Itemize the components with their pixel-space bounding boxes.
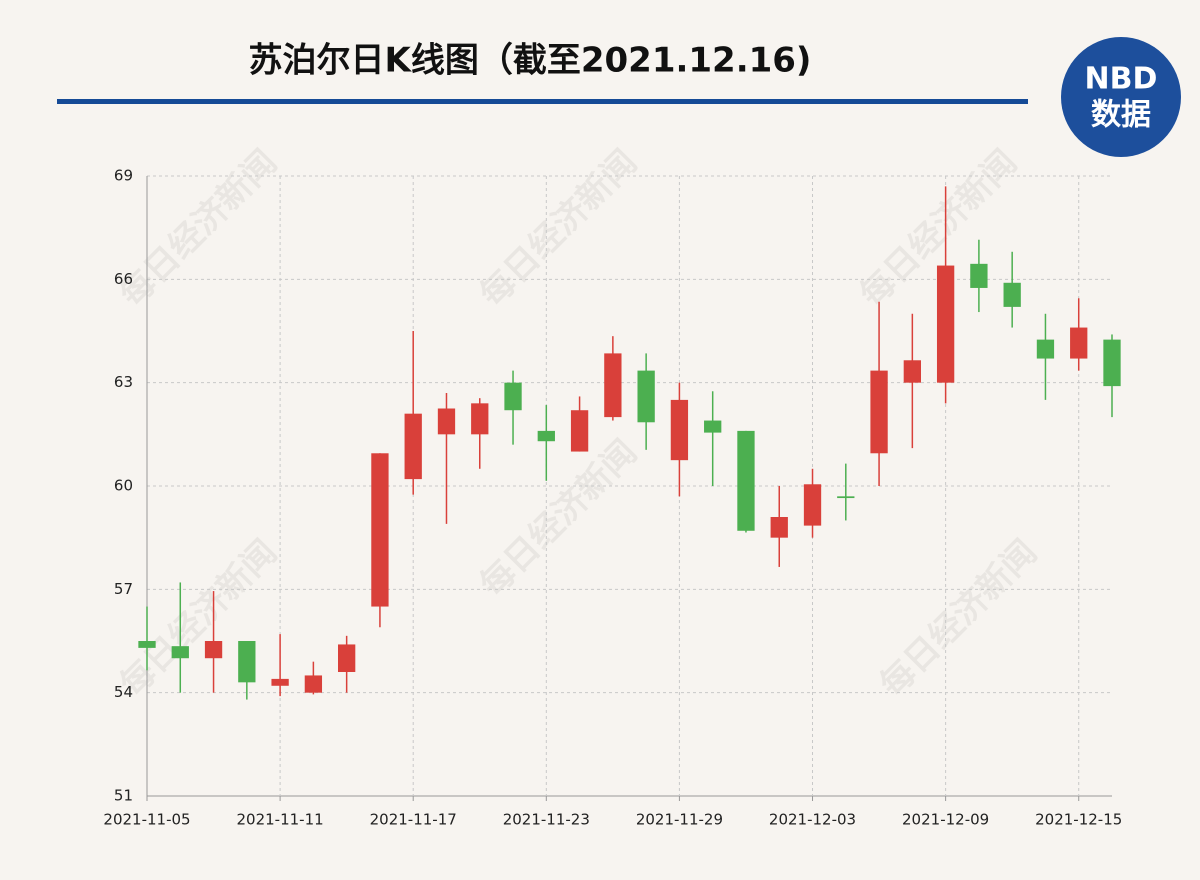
candle-body xyxy=(604,353,622,418)
candle-body xyxy=(271,678,289,686)
x-tick-label: 2021-11-23 xyxy=(503,811,590,829)
candle-body xyxy=(737,430,755,531)
x-tick-label: 2021-11-17 xyxy=(370,811,457,829)
candle-body xyxy=(171,646,189,659)
candle-body xyxy=(903,360,921,383)
candle-body xyxy=(570,410,589,452)
candle-body xyxy=(870,370,888,454)
x-tick-label: 2021-11-29 xyxy=(636,811,723,829)
candle-body xyxy=(1070,327,1088,359)
logo-top: NBD xyxy=(1085,62,1158,97)
watermark: 每日经济新闻 xyxy=(872,532,1045,705)
candle-body xyxy=(803,484,822,526)
candle-body xyxy=(637,370,655,423)
watermark: 每日经济新闻 xyxy=(112,532,285,705)
candle-body xyxy=(1103,339,1121,387)
candle-body xyxy=(238,641,256,683)
chart-title: 苏泊尔日K线图（截至2021.12.16) xyxy=(249,41,812,81)
candle-body xyxy=(770,517,788,538)
candle-body xyxy=(338,644,356,672)
candle-body xyxy=(537,430,555,442)
y-tick-label: 54 xyxy=(114,683,133,701)
candle-body xyxy=(504,382,522,411)
candle-body xyxy=(936,265,955,383)
candle-body xyxy=(437,408,456,435)
y-tick-label: 60 xyxy=(114,477,133,495)
watermark: 每日经济新闻 xyxy=(112,142,285,315)
y-tick-label: 66 xyxy=(114,270,133,288)
candle-body xyxy=(670,399,689,461)
x-tick-label: 2021-11-05 xyxy=(103,811,190,829)
watermark: 每日经济新闻 xyxy=(472,142,645,315)
candle-body xyxy=(704,420,722,433)
x-tick-label: 2021-12-09 xyxy=(902,811,989,829)
x-tick-label: 2021-11-11 xyxy=(237,811,324,829)
y-tick-label: 69 xyxy=(114,167,133,185)
logo-bottom: 数据 xyxy=(1091,98,1151,133)
candle-body xyxy=(204,641,223,659)
x-tick-label: 2021-12-15 xyxy=(1035,811,1122,829)
y-tick-label: 63 xyxy=(114,373,133,391)
candle-body xyxy=(304,675,323,693)
candle-body xyxy=(404,413,422,480)
x-tick-label: 2021-12-03 xyxy=(769,811,856,829)
candle-body xyxy=(1036,339,1055,359)
candle-body xyxy=(138,641,156,648)
logo-circle xyxy=(1061,37,1181,157)
candle-body xyxy=(837,496,855,499)
candle-body xyxy=(1003,282,1021,307)
title-underline xyxy=(57,99,1028,104)
watermark: 每日经济新闻 xyxy=(472,432,645,605)
y-tick-label: 51 xyxy=(114,787,133,805)
candle-body xyxy=(471,403,489,435)
candle-body xyxy=(371,453,389,607)
y-tick-label: 57 xyxy=(114,580,133,598)
candle-body xyxy=(970,263,988,288)
